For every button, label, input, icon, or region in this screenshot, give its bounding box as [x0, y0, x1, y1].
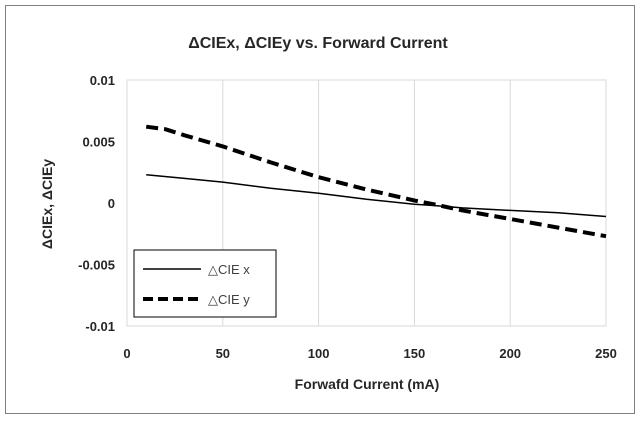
x-axis-title: Forwafd Current (mA)	[295, 376, 440, 392]
x-tick-label: 250	[595, 346, 617, 361]
x-tick-labels: 0 50 100 150 200 250	[123, 346, 616, 361]
x-tick-label: 200	[499, 346, 521, 361]
x-tick-label: 0	[123, 346, 130, 361]
y-tick-label: 0	[108, 196, 115, 211]
legend-box	[133, 249, 277, 318]
y-tick-labels: 0.01 0.005 0 -0.005 -0.01	[78, 73, 115, 334]
y-axis-title: ΔCIEx, ΔCIEy	[39, 159, 55, 249]
y-tick-label: 0.005	[82, 135, 115, 150]
x-tick-label: 150	[404, 346, 426, 361]
legend-label-cie-y: △CIE y	[208, 292, 250, 307]
legend-label-cie-x: △CIE x	[208, 262, 250, 277]
chart-title: ΔCIEx, ΔCIEy vs. Forward Current	[188, 35, 448, 52]
plot-border	[126, 79, 607, 327]
series-line-cie-y	[145, 124, 607, 239]
chart-area: ΔCIEx, ΔCIEy vs. Forward Current 0 50 100 1…	[5, 5, 635, 414]
y-tick-label: -0.01	[85, 319, 115, 334]
series-line-cie-x	[146, 173, 607, 218]
series-lines	[145, 124, 607, 239]
legend: △CIE x △CIE y	[133, 249, 277, 318]
x-tick-label: 50	[216, 346, 230, 361]
line-chart: ΔCIEx, ΔCIEy vs. Forward Current 0 50 100 1…	[39, 35, 617, 392]
y-tick-label: -0.005	[78, 258, 115, 273]
y-tick-label: 0.01	[90, 73, 115, 88]
x-tick-label: 100	[308, 346, 330, 361]
